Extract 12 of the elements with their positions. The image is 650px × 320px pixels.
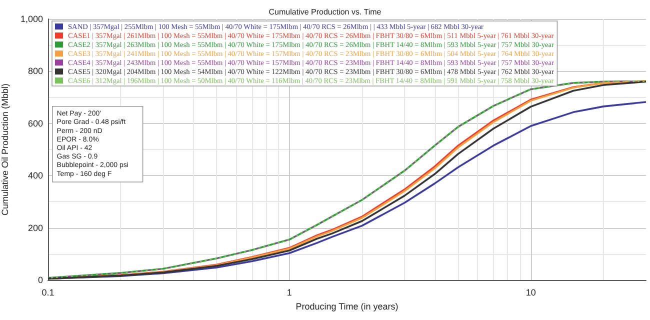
y-tick-label: 600	[28, 118, 43, 128]
x-tick-label: 0.1	[42, 288, 54, 298]
x-tick-label: 10	[526, 288, 536, 298]
chart-title: Cumulative Production vs. Time	[268, 8, 382, 16]
y-tick-label: 200	[28, 222, 43, 233]
y-tick-label: 400	[28, 170, 43, 181]
y-tick-label: 0	[38, 275, 43, 285]
y-tick-label: 1,000	[20, 14, 43, 24]
y-axis-title: Cumulative Oil Production (Mbbl)	[0, 83, 10, 216]
y-tick-label: 800	[28, 66, 43, 76]
x-tick-label: 1	[286, 288, 292, 298]
x-axis-title: Producing Time (in years)	[296, 302, 398, 312]
